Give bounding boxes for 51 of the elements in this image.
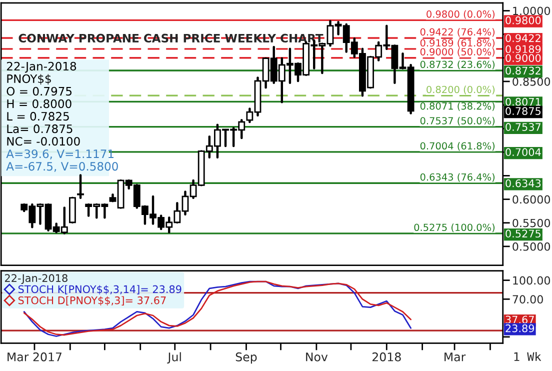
ref-line-label: 0.8200 (0.0%) (426, 86, 495, 94)
y-tick-label: 0.5500 (512, 218, 550, 228)
y-tick-label: 1.0000 (513, 6, 550, 16)
annotation: H = 0.8000 (7, 99, 72, 108)
y2-tick-label: 0.7875 (506, 107, 540, 116)
y-tick-label: 70.00 (512, 295, 543, 304)
annotation: A=39.6, V=1.1171 (6, 149, 114, 160)
x-tick-label: Nov (306, 352, 328, 362)
y2-tick-label: 0.9422 (506, 34, 540, 42)
y2-tick-label: 0.9000 (506, 54, 541, 62)
y-tick-label: 100.00 (513, 276, 550, 285)
y2-tick-label: 0.8071 (506, 98, 540, 106)
ref-line-label: 0.6343 (76.4%) (420, 173, 495, 182)
ref-line-label: 0.9189 (61.8%) (420, 39, 495, 48)
ref-line-label: 0.8071 (38.2%) (420, 102, 495, 111)
ref-line-label: 0.8732 (23.6%) (420, 60, 495, 70)
y2-tick-label: 23.89 (506, 324, 534, 332)
annotation: 22-Jan-2018 (6, 62, 76, 73)
y2-tick-label: 0.8732 (506, 66, 540, 75)
ref-line-label: 0.5275 (100.0%) (414, 224, 495, 232)
y2-tick-label: 37.67 (506, 316, 534, 324)
candlestick (77, 174, 84, 199)
y2-tick-label: 0.7537 (506, 123, 541, 131)
x-tick-label: 2018 (372, 352, 401, 362)
x-tick-label: Mar 2017 (8, 352, 62, 362)
y2-tick-label: 0.9800 (506, 16, 541, 24)
y2-tick-label: 0.7004 (506, 148, 541, 156)
ref-line-label: 0.9000 (50.0%) (420, 48, 495, 57)
y-tick-label: 0.6000 (512, 195, 550, 204)
x-tick-label: Jul (167, 352, 181, 364)
ref-line-label: 0.7537 (50.0%) (420, 116, 495, 126)
ref-line-label: 0.9422 (76.4%) (420, 28, 495, 37)
y2-tick-label: 0.5275 (506, 230, 540, 238)
y-tick-label: 0.8500 (512, 77, 550, 86)
x-tick-label: Sep (236, 352, 257, 364)
ref-line-label: 0.7004 (61.8%) (420, 142, 495, 151)
annotation: A=-67.5, V=0.5800 (6, 162, 118, 172)
annotation: PNOY$$ (7, 74, 51, 85)
text: 1 Wk (514, 352, 542, 361)
y-tick-label: 0.5000 (512, 242, 550, 251)
legend-label: STOCH K[PNOY$$,3,14]= 23.89 (18, 285, 182, 295)
ref-line-label: 0.9800 (0.0%) (426, 10, 495, 19)
legend-label: STOCH D[PNOY$$,3]= 37.67 (18, 296, 166, 306)
x-tick-label: Mar (444, 352, 466, 362)
y2-tick-label: 0.6343 (506, 179, 541, 188)
annotation: O = 0.7975 (6, 86, 72, 96)
legend-title: 22-Jan-2018 (4, 274, 68, 284)
annotation: NC= -0.0100 (7, 136, 80, 146)
y2-tick-label: 0.9189 (506, 45, 541, 54)
annotation: L = 0.7825 (7, 112, 69, 121)
annotation: La= 0.7875 (7, 124, 72, 134)
